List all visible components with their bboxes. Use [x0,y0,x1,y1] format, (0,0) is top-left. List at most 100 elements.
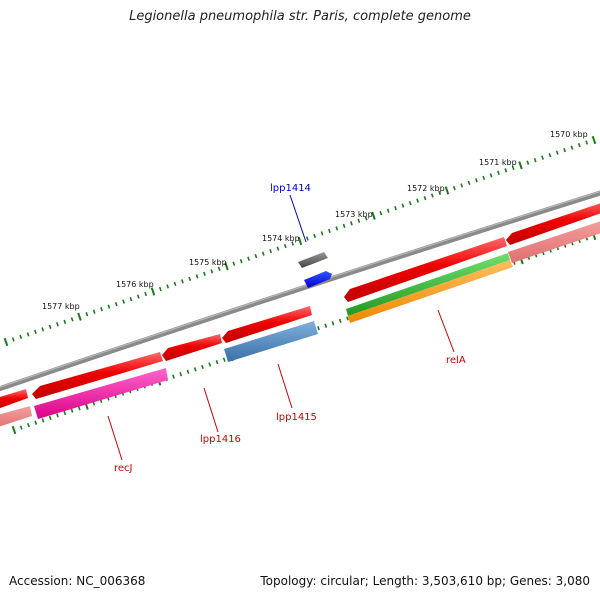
outer-ruler-tick [335,226,339,231]
outer-ruler-tick [254,254,258,259]
gene-left-edge-red[interactable] [0,389,28,411]
outer-ruler-tick [328,228,331,234]
outer-ruler-tick [526,160,530,165]
accession-text: Accession: NC_006368 [9,574,146,588]
outer-ruler-tick [34,329,37,335]
inner-ruler-tick [11,425,17,435]
outer-ruler-tick [497,170,500,175]
outer-ruler-tick [444,186,450,195]
outer-ruler-tick [100,307,103,312]
gene-label-lpp1416[interactable]: lpp1416 [200,434,241,445]
outer-ruler-tick [467,180,471,186]
inner-ruler-tick [215,359,219,365]
outer-ruler-tick [408,200,412,206]
outer-ruler-tick [379,211,383,216]
outer-ruler-tick [452,185,456,191]
inner-ruler-tick [48,415,52,421]
tick-label-1577: 1577 kbp [42,302,80,311]
tick-label-1570: 1570 kbp [550,130,588,139]
outer-ruler-tick [217,266,221,271]
outer-ruler-tick [386,208,390,213]
tick-label-1576: 1576 kbp [116,280,154,289]
inner-ruler-tick [331,321,335,326]
outer-ruler-tick [107,304,111,309]
outer-ruler-tick [591,135,597,145]
inner-ruler-tick [63,410,67,416]
genome-summary-text: Topology: circular; Length: 3,503,610 bp… [260,574,590,588]
leader-recJ [107,415,123,461]
inner-ruler-tick [186,369,190,374]
outer-ruler-tick [371,211,376,220]
outer-ruler-ticks [3,135,597,347]
leader-relA [437,309,455,353]
outer-ruler-tick [70,317,74,322]
inner-ruler-tick [346,316,349,321]
outer-ruler-tick [181,279,184,284]
outer-ruler-tick [203,271,206,276]
outer-ruler-tick [63,319,67,324]
outer-ruler-tick [210,269,214,274]
gene-label-lpp1415[interactable]: lpp1415 [276,412,317,423]
inner-ruler-tick [338,318,342,324]
outer-ruler-tick [188,276,192,282]
outer-ruler-tick [247,256,250,261]
tick-label-1571: 1571 kbp [479,158,517,167]
outer-ruler-tick [195,274,199,279]
gene-lpp1416-red[interactable] [162,334,222,361]
outer-ruler-tick [489,173,493,178]
outer-ruler-tick [518,161,523,170]
gene-label-recJ[interactable]: recJ [114,463,133,474]
inner-ruler-tick [193,367,197,372]
gene-recJ-magenta[interactable] [34,368,168,419]
outer-ruler-tick [482,175,486,181]
leader-lpp1415 [277,363,293,409]
ruler-labels: 1570 kbp 1571 kbp 1572 kbp 1573 kbp 1574… [42,130,588,311]
gene-right-edge-pink[interactable] [508,218,600,263]
gene-lpp1414-blue[interactable] [304,271,332,288]
inner-ruler-tick [41,418,45,423]
gene-label-relA[interactable]: relA [446,355,466,366]
gene-lpp1415-steel[interactable] [224,321,318,362]
outer-ruler-tick [548,153,552,158]
gene-relA-orange[interactable] [348,260,513,323]
gene-right-edge-red[interactable] [506,200,600,245]
inner-ruler-tick [19,425,23,430]
inner-ruler-tick [179,372,183,377]
outer-ruler-tick [423,195,427,201]
outer-ruler-tick [173,281,177,287]
inner-ruler-tick [27,423,30,428]
inner-ruler-tick [201,364,204,370]
outer-ruler-tick [269,248,272,254]
gene-lpp1414-gray[interactable] [298,252,328,268]
tick-label-1573: 1573 kbp [335,210,373,219]
outer-ruler-tick [144,291,148,297]
tick-label-1574: 1574 kbp [262,234,300,243]
genome-backbone [0,190,600,392]
outer-ruler-tick [297,236,303,246]
outer-ruler-tick [570,145,574,150]
inner-ruler-tick [56,413,59,418]
outer-ruler-tick [41,327,45,332]
gene-relA-green[interactable] [346,253,510,316]
inner-ruler-tick [70,408,74,413]
outer-ruler-tick [48,324,52,329]
outer-ruler-tick [563,147,566,153]
gene-label-lpp1414[interactable]: lpp1414 [270,183,311,194]
inner-ruler-tick [324,323,328,328]
gene-lpp1415-red[interactable] [222,306,312,343]
gene-relA-red[interactable] [344,237,507,302]
outer-ruler-tick [77,312,82,321]
outer-ruler-tick [416,198,419,203]
inner-ruler-tick [172,374,175,379]
outer-ruler-tick [122,299,125,304]
outer-ruler-tick [313,233,317,239]
outer-ruler-tick [555,150,559,155]
outer-ruler-tick [276,246,280,251]
inner-ruler-tick [34,420,38,425]
gene-recJ-red[interactable] [32,352,163,399]
outer-ruler-tick [114,301,118,307]
outer-ruler-tick [577,142,581,148]
gene-left-edge-pink[interactable] [0,406,32,429]
outer-ruler-tick [460,183,464,188]
